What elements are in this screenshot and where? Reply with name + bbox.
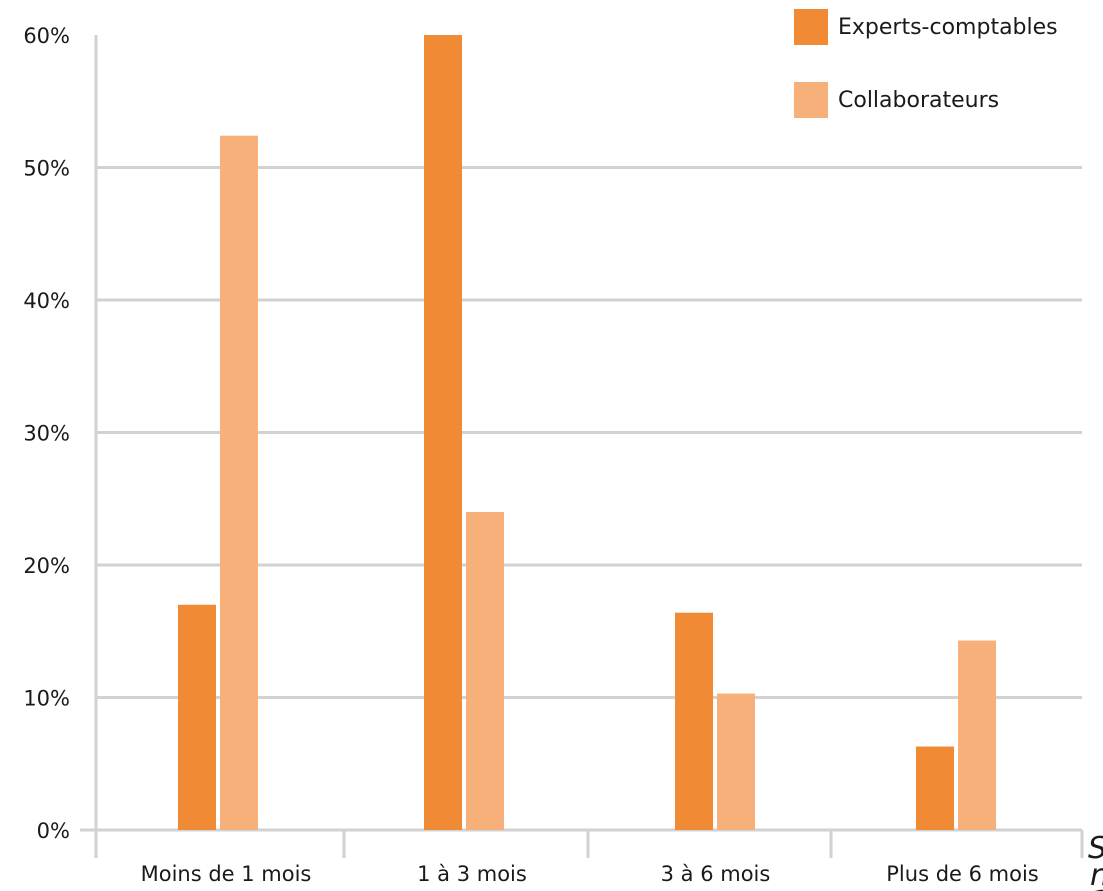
cropped-text-line-2: n — [1090, 858, 1103, 891]
y-tick-label: 40% — [23, 289, 70, 313]
y-axis-tick-labels: 0% 10% 20% 30% 40% 50% 60% — [23, 24, 70, 843]
x-tick-label: 3 à 6 mois — [661, 862, 771, 886]
cropped-text-line-1: S — [1088, 831, 1103, 866]
y-tick-label: 0% — [37, 819, 70, 843]
bar — [717, 693, 755, 830]
y-tick-label: 60% — [23, 24, 70, 48]
x-axis-tick-labels: Moins de 1 mois 1 à 3 mois 3 à 6 mois Plus … — [141, 862, 1039, 886]
bar — [424, 35, 462, 830]
legend-swatch — [794, 82, 828, 118]
cropped-text-line-3: 1 — [1090, 885, 1103, 891]
legend-label: Experts-comptables — [838, 15, 1058, 40]
bar — [178, 604, 216, 830]
gridlines — [96, 166, 1082, 699]
x-tick-label: 1 à 3 mois — [417, 862, 527, 886]
legend-label: Collaborateurs — [838, 88, 999, 113]
legend: Experts-comptables Collaborateurs — [794, 9, 1058, 118]
bar — [220, 135, 258, 830]
y-tick-label: 10% — [23, 687, 70, 711]
y-tick-label: 30% — [23, 422, 70, 446]
bar — [916, 746, 954, 830]
cropped-side-text: S n 1 — [1088, 831, 1103, 891]
bar — [675, 612, 713, 830]
y-tick-label: 20% — [23, 554, 70, 578]
bar — [466, 512, 504, 830]
x-tick-label: Moins de 1 mois — [141, 862, 312, 886]
x-tick-label: Plus de 6 mois — [886, 862, 1038, 886]
bar — [958, 640, 996, 830]
y-tick-label: 50% — [23, 157, 70, 181]
legend-swatch — [794, 9, 828, 45]
bars — [178, 35, 996, 830]
